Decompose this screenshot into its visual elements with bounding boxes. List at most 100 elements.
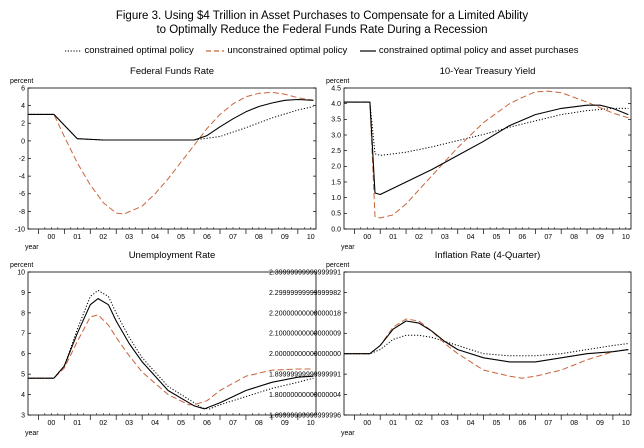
y-tick-label: 1.89999999999999991 xyxy=(269,372,341,379)
y-tick-label: 2.29999999999999982 xyxy=(269,290,341,297)
x-tick-label: 04 xyxy=(151,234,159,241)
y-tick-label: 0.0 xyxy=(331,226,341,233)
x-tick-label: 10 xyxy=(307,420,315,427)
series-line-dashed xyxy=(28,91,314,215)
x-tick-label: 05 xyxy=(493,420,501,427)
y-tick-label: 7 xyxy=(21,331,25,338)
series-line-solid xyxy=(28,298,314,410)
y-tick-label: 9 xyxy=(21,290,25,297)
y-unit-label: percent xyxy=(326,262,349,269)
x-tick-label: 02 xyxy=(415,234,423,241)
x-tick-label: 01 xyxy=(389,234,397,241)
y-tick-label: 0 xyxy=(21,138,25,145)
x-tick-label: 08 xyxy=(570,420,578,427)
x-axis-label: year xyxy=(341,430,355,437)
x-tick-label: 05 xyxy=(177,420,185,427)
x-tick-label: 07 xyxy=(229,234,237,241)
panel-title: Federal Funds Rate xyxy=(130,66,214,77)
series-line-dashed xyxy=(344,318,629,379)
series-line-dotted xyxy=(344,101,629,156)
x-tick-label: 07 xyxy=(229,420,237,427)
x-tick-label: 10 xyxy=(622,420,630,427)
x-tick-label: 00 xyxy=(47,420,55,427)
x-axis-label: year xyxy=(341,244,355,251)
x-tick-label: 01 xyxy=(73,234,81,241)
x-tick-label: 03 xyxy=(125,420,133,427)
x-tick-label: 03 xyxy=(441,234,449,241)
y-tick-label: 3 xyxy=(21,412,25,419)
y-unit-label: percent xyxy=(10,78,33,85)
y-tick-label: 2.00000000000000000 xyxy=(269,351,341,358)
y-tick-label: 1.0 xyxy=(331,195,341,202)
x-tick-label: 04 xyxy=(467,234,475,241)
y-tick-label: 2.39999999999999991 xyxy=(269,269,341,276)
y-tick-label: -6 xyxy=(19,191,25,198)
x-tick-label: 00 xyxy=(47,234,55,241)
x-tick-label: 06 xyxy=(519,234,527,241)
y-tick-label: 4 xyxy=(21,103,25,110)
legend-entry-asset-purchases: constrained optimal policy and asset pur… xyxy=(359,45,579,56)
y-tick-label: -4 xyxy=(19,174,25,181)
series-line-dotted xyxy=(28,106,314,141)
y-tick-label: 2.5 xyxy=(331,148,341,155)
legend-entry-constrained: constrained optimal policy xyxy=(65,45,194,56)
x-tick-label: 01 xyxy=(389,420,397,427)
y-tick-label: 2.10000000000000009 xyxy=(269,331,341,338)
series-line-dotted xyxy=(28,289,314,410)
legend-label-constrained: constrained optimal policy xyxy=(84,45,194,56)
y-unit-label: percent xyxy=(10,262,33,269)
series-line-dashed xyxy=(344,90,629,219)
x-tick-label: 00 xyxy=(363,420,371,427)
x-axis-label: year xyxy=(25,430,39,437)
x-tick-label: 09 xyxy=(281,420,289,427)
x-tick-label: 02 xyxy=(99,420,107,427)
x-tick-label: 01 xyxy=(73,420,81,427)
x-tick-label: 10 xyxy=(622,234,630,241)
y-tick-label: 4.5 xyxy=(331,85,341,92)
x-tick-label: 02 xyxy=(99,234,107,241)
x-tick-label: 07 xyxy=(544,420,552,427)
x-tick-label: 08 xyxy=(255,234,263,241)
x-tick-label: 04 xyxy=(151,420,159,427)
panel-title: Unemployment Rate xyxy=(129,250,216,261)
plot-frame xyxy=(343,271,632,416)
y-tick-label: 10 xyxy=(17,269,25,276)
y-tick-label: 6 xyxy=(21,85,25,92)
plot-frame xyxy=(343,87,632,230)
x-tick-label: 05 xyxy=(177,234,185,241)
series-line-solid xyxy=(344,101,629,196)
legend-entry-unconstrained: unconstrained optimal policy xyxy=(206,45,347,56)
y-tick-label: -2 xyxy=(19,156,25,163)
panel-title: 10-Year Treasury Yield xyxy=(440,66,536,77)
y-tick-label: 1.69999999999999996 xyxy=(269,412,341,419)
y-tick-label: 0.5 xyxy=(331,211,341,218)
y-tick-label: 3.5 xyxy=(331,117,341,124)
series-line-dotted xyxy=(344,334,629,357)
x-tick-label: 07 xyxy=(544,234,552,241)
plot-frame xyxy=(27,271,317,416)
x-tick-label: 09 xyxy=(596,420,604,427)
legend-swatch-solid xyxy=(359,49,376,52)
x-tick-label: 06 xyxy=(203,234,211,241)
y-tick-label: 2.20000000000000018 xyxy=(269,310,341,317)
series-line-solid xyxy=(344,320,629,363)
legend: constrained optimal policy unconstrained… xyxy=(0,45,644,56)
legend-label-unconstrained: unconstrained optimal policy xyxy=(227,45,348,56)
y-tick-label: 1.80000000000000004 xyxy=(269,392,341,399)
y-tick-label: -10 xyxy=(15,226,25,233)
y-tick-label: 8 xyxy=(21,310,25,317)
legend-swatch-dashed xyxy=(206,49,225,52)
x-tick-label: 04 xyxy=(467,420,475,427)
figure-title-line-1: Figure 3. Using $4 Trillion in Asset Pur… xyxy=(115,10,529,22)
y-tick-label: 4.0 xyxy=(331,101,341,108)
figure-title: Figure 3. Using $4 Trillion in Asset Pur… xyxy=(0,9,644,37)
x-tick-label: 06 xyxy=(519,420,527,427)
x-tick-label: 00 xyxy=(363,234,371,241)
panel-title: Inflation Rate (4-Quarter) xyxy=(435,250,541,261)
y-tick-label: 2 xyxy=(21,121,25,128)
y-tick-label: -8 xyxy=(19,209,25,216)
legend-label-asset-purchases: constrained optimal policy and asset pur… xyxy=(378,45,579,56)
figure-title-line-2: to Optimally Reduce the Federal Funds Ra… xyxy=(156,24,488,36)
plot-frame xyxy=(27,87,317,230)
